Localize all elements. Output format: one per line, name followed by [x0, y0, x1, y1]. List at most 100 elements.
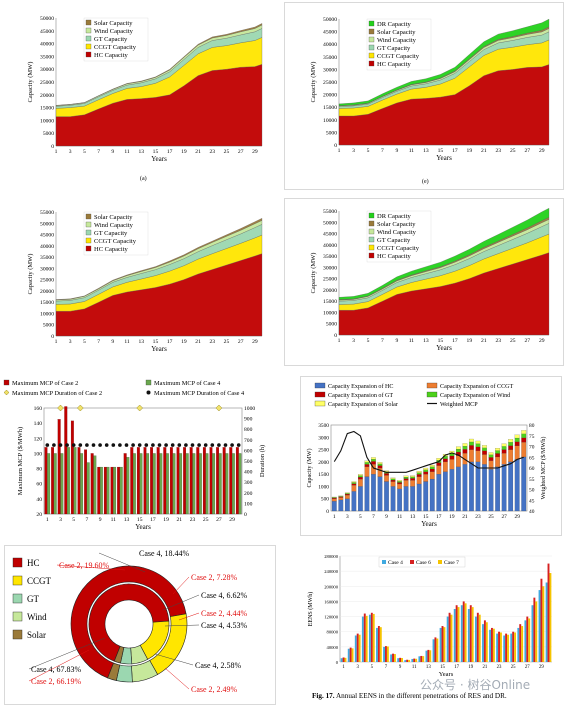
bar-expansion-hc — [416, 483, 422, 512]
legend-box — [366, 210, 432, 263]
line-weighted-mcp — [333, 430, 524, 473]
x-tick-label: 13 — [124, 517, 130, 523]
bar-expansion-gt — [410, 478, 416, 481]
x-tick-label: 27 — [501, 514, 507, 520]
x-tick-label: 27 — [524, 338, 530, 344]
y-tick-label: 15000 — [323, 105, 337, 111]
x-tick-label: 5 — [367, 148, 370, 154]
x-tick-label: 5 — [359, 514, 362, 520]
y-tick-label: 0 — [334, 333, 337, 339]
bar-eens-case7 — [429, 650, 432, 662]
bar-expansion-ccgt — [423, 474, 429, 482]
x-tick-label: 25 — [488, 514, 494, 520]
y-tick-label: 10000 — [323, 118, 337, 124]
bar-eens-case4 — [531, 605, 534, 662]
bar-expansion-hc — [469, 461, 474, 512]
x-tick-label: 17 — [150, 517, 156, 523]
x-axis-label: Years — [436, 154, 452, 162]
x-tick-label: 13 — [410, 514, 416, 520]
y-tick-label: 20 — [36, 512, 42, 518]
bar-eens-case7 — [521, 626, 524, 662]
bar-expansion-hc — [488, 469, 494, 512]
bar-eens-case7 — [372, 613, 375, 662]
bar-mcp-case2 — [222, 447, 226, 515]
bar-mcp-case4 — [133, 453, 136, 515]
bar-expansion-ccgt — [390, 481, 396, 487]
bar-expansion-wind — [475, 443, 481, 447]
bar-eens-case6 — [491, 627, 493, 662]
bar-expansion-gt — [358, 477, 363, 480]
bar-eens-case6 — [448, 612, 451, 662]
x-tick-label: 21 — [462, 514, 468, 520]
bar-expansion-wind — [514, 437, 520, 442]
x-tick-label: 9 — [99, 517, 102, 523]
bar-eens-case7 — [549, 573, 552, 662]
bar-eens-case7 — [365, 615, 368, 662]
bar-eens-case4 — [496, 633, 499, 662]
x-tick-label: 21 — [481, 148, 487, 154]
x-tick-label: 1 — [55, 149, 58, 155]
bar-eens-case6 — [469, 605, 472, 662]
bar-mcp-case2 — [196, 447, 200, 515]
bar-expansion-gt — [495, 453, 500, 458]
y-tick-label: 0 — [51, 334, 54, 340]
bar-mcp-case4 — [152, 453, 156, 515]
slice-label: Case 2, 4.44% — [201, 609, 248, 618]
bar-expansion-solar — [351, 481, 357, 483]
marker-duration-case2 — [136, 404, 143, 412]
x-tick-label: 23 — [209, 339, 215, 345]
bar-eens-case6 — [505, 633, 508, 662]
y2-tick-label: 75 — [529, 434, 535, 440]
y-tick-label: 45000 — [40, 29, 54, 35]
y-tick-label: 0 — [334, 143, 337, 149]
x-tick-label: 13 — [423, 148, 429, 154]
legend-swatch — [368, 228, 375, 235]
y-tick-label: 10000 — [323, 310, 337, 316]
x-tick-label: 19 — [467, 338, 473, 344]
bar-mcp-case4 — [192, 453, 196, 515]
leader-line — [154, 653, 194, 666]
bar-expansion-hc — [449, 469, 455, 512]
bar-expansion-ccgt — [449, 459, 455, 470]
slice-case4-solar — [113, 645, 125, 664]
bar-eens-case6 — [370, 612, 373, 662]
bar-expansion-hc — [514, 459, 520, 512]
bar-expansion-gt — [344, 493, 350, 496]
bar-mcp-case2 — [150, 447, 153, 515]
legend-swatch — [368, 36, 375, 43]
legend-swatch — [368, 20, 375, 27]
bar-eens-case6 — [519, 624, 522, 662]
x-axis-label: Years — [436, 344, 452, 352]
bar-eens-case6 — [385, 646, 387, 662]
x-tick-label: 13 — [426, 665, 431, 670]
legend-label: Weighted MCP — [440, 402, 478, 408]
bar-eens-case7 — [351, 648, 354, 662]
bar-expansion-hc — [429, 478, 435, 512]
bar-mcp-case4 — [99, 466, 103, 515]
legend-label: HC Capacity — [377, 61, 412, 68]
x-tick-label: 23 — [496, 148, 502, 154]
legend-label: Solar — [27, 630, 46, 640]
x-tick-label: 1 — [55, 339, 58, 345]
legend-label: Maximum MCP Duration of Case 2 — [12, 390, 102, 397]
leader-line — [164, 624, 200, 627]
legend-label: CCGT Capacity — [94, 238, 137, 245]
x-tick-label: 5 — [83, 149, 86, 155]
x-tick-label: 17 — [167, 339, 173, 345]
bar-mcp-case2 — [202, 447, 206, 515]
bar-eens-case7 — [535, 601, 538, 662]
bar-expansion-ccgt — [338, 497, 344, 501]
legend-label: HC Capacity — [94, 52, 129, 59]
x-tick-label: 13 — [138, 339, 144, 345]
x-tick-label: 27 — [524, 148, 530, 154]
y-tick-label: 30000 — [40, 67, 54, 73]
x-tick-label: 23 — [496, 338, 502, 344]
bar-expansion-ccgt — [495, 456, 500, 467]
bar-eens-case6 — [462, 601, 465, 662]
x-tick-label: 9 — [396, 338, 399, 344]
plot-frame — [43, 407, 243, 515]
y-tick-label: 500 — [321, 497, 329, 503]
legend-label: GT Capacity — [377, 45, 411, 52]
bar-mcp-case4 — [179, 453, 183, 515]
legend-label: GT — [27, 594, 39, 604]
